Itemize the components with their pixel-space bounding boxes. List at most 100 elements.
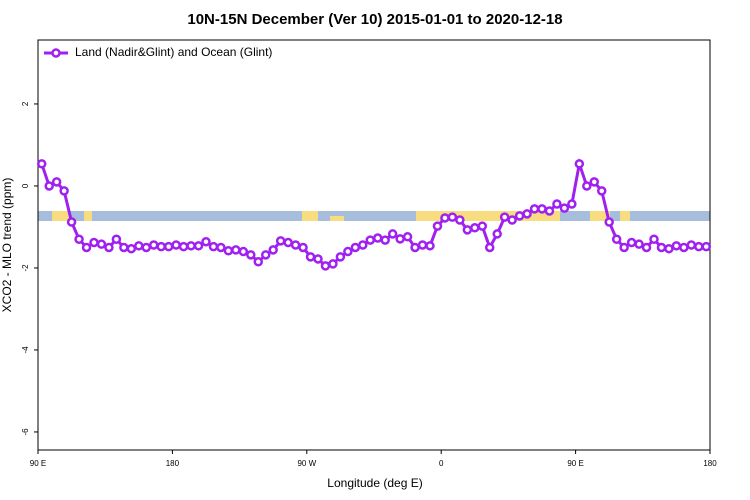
- x-tick-label: 0: [439, 459, 444, 468]
- point: [507, 215, 517, 225]
- point: [96, 239, 107, 249]
- point: [537, 204, 547, 214]
- point: [74, 234, 84, 245]
- point: [148, 240, 159, 250]
- point: [51, 177, 62, 187]
- point: [425, 241, 435, 251]
- point: [372, 233, 383, 243]
- point: [343, 246, 353, 257]
- point: [671, 241, 682, 251]
- point: [462, 225, 473, 235]
- point: [552, 199, 562, 209]
- x-tick-label: 90 W: [297, 459, 316, 468]
- point: [544, 206, 555, 216]
- point: [89, 237, 99, 248]
- point: [387, 229, 398, 239]
- point: [81, 242, 92, 253]
- point: [664, 243, 674, 254]
- point: [111, 234, 122, 245]
- point: [163, 241, 174, 252]
- point: [178, 241, 189, 252]
- point: [619, 242, 629, 253]
- y-tick-label: 0: [21, 183, 30, 188]
- point: [59, 186, 69, 196]
- point: [216, 242, 226, 253]
- point: [126, 243, 137, 254]
- point: [193, 241, 204, 251]
- point: [328, 259, 338, 269]
- point: [104, 242, 114, 253]
- point: [686, 240, 697, 250]
- x-axis-label: Longitude (deg E): [327, 476, 422, 490]
- point: [701, 241, 712, 252]
- point: [141, 242, 152, 253]
- point: [694, 241, 704, 252]
- point: [201, 236, 211, 247]
- x-tick-label: 180: [703, 459, 717, 468]
- point: [246, 250, 256, 260]
- point: [656, 242, 667, 253]
- point: [499, 212, 510, 222]
- point: [529, 204, 540, 214]
- point: [634, 239, 644, 249]
- point: [582, 181, 592, 191]
- point: [260, 250, 271, 260]
- point: [402, 232, 413, 242]
- x-tick-label: 180: [166, 459, 180, 468]
- point: [350, 242, 361, 253]
- point: [455, 215, 465, 225]
- point: [477, 221, 488, 231]
- point: [574, 159, 585, 169]
- point: [238, 246, 249, 257]
- point: [417, 240, 428, 250]
- point: [66, 217, 77, 227]
- y-axis-label: XCO2 - MLO trend (ppm): [0, 178, 14, 313]
- point: [223, 245, 234, 256]
- y-tick-label: -6: [21, 428, 30, 436]
- point: [611, 234, 622, 245]
- point: [589, 177, 600, 187]
- point: [358, 240, 368, 250]
- legend-label: Land (Nadir&Glint) and Ocean (Glint): [75, 45, 272, 59]
- point: [134, 241, 144, 251]
- point: [641, 242, 652, 253]
- y-tick-label: -4: [21, 346, 30, 354]
- point: [604, 217, 614, 227]
- point: [283, 237, 293, 248]
- point: [335, 252, 346, 262]
- point: [395, 234, 405, 244]
- point: [253, 257, 264, 267]
- x-tick-label: 90 E: [30, 459, 46, 468]
- y-tick-label: 2: [21, 101, 30, 106]
- point: [305, 252, 316, 262]
- point: [171, 240, 181, 250]
- point: [470, 223, 480, 233]
- point: [596, 186, 607, 196]
- point: [290, 240, 301, 250]
- point: [44, 181, 54, 191]
- point: [36, 159, 47, 169]
- point: [231, 245, 241, 255]
- point: [156, 241, 166, 252]
- point: [432, 221, 443, 231]
- point: [447, 212, 458, 222]
- point: [559, 203, 570, 213]
- land-ocean-strip: [38, 211, 710, 221]
- point: [320, 261, 331, 271]
- point: [649, 234, 659, 245]
- point: [365, 235, 376, 245]
- point: [119, 242, 129, 253]
- point: [208, 241, 219, 252]
- y-tick-label: -2: [21, 264, 30, 272]
- point: [492, 229, 502, 239]
- point: [298, 242, 308, 253]
- point: [268, 245, 278, 255]
- point: [484, 242, 495, 253]
- point: [380, 235, 390, 245]
- point: [440, 213, 450, 223]
- point: [626, 237, 637, 248]
- point: [679, 242, 689, 253]
- point: [275, 236, 286, 246]
- point: [567, 199, 577, 209]
